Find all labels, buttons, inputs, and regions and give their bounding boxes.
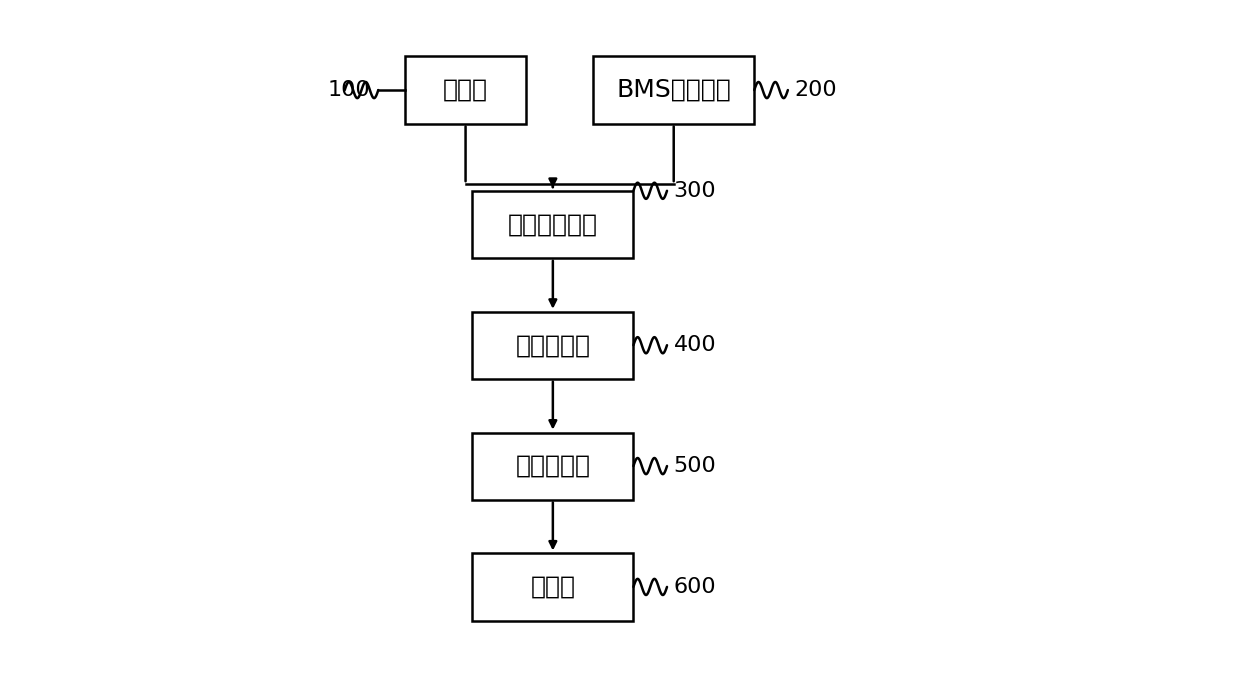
Text: 600: 600: [673, 577, 717, 597]
Text: 200: 200: [795, 80, 837, 100]
Text: BMS管理系统: BMS管理系统: [616, 78, 732, 102]
Text: 100: 100: [327, 80, 371, 100]
FancyBboxPatch shape: [472, 553, 634, 621]
Text: 充电机: 充电机: [443, 78, 489, 102]
FancyBboxPatch shape: [593, 56, 754, 124]
Text: 显示器: 显示器: [531, 575, 575, 599]
Text: 400: 400: [673, 335, 717, 355]
FancyBboxPatch shape: [472, 191, 634, 258]
Text: 500: 500: [673, 456, 717, 476]
FancyBboxPatch shape: [472, 311, 634, 379]
Text: 数据监控平台: 数据监控平台: [508, 213, 598, 236]
Text: 整车控制器: 整车控制器: [516, 333, 590, 357]
Text: 显示控制器: 显示控制器: [516, 454, 590, 478]
FancyBboxPatch shape: [472, 433, 634, 500]
Text: 300: 300: [673, 181, 717, 201]
FancyBboxPatch shape: [405, 56, 526, 124]
